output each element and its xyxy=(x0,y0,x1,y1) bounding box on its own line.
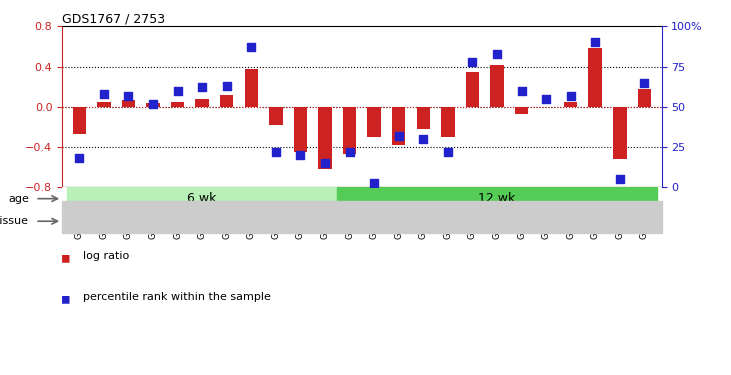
Bar xyxy=(392,107,406,145)
Point xyxy=(123,93,135,99)
Point xyxy=(491,51,503,57)
Point xyxy=(466,59,478,65)
Text: age: age xyxy=(8,194,29,204)
Bar xyxy=(337,188,656,210)
Bar xyxy=(417,107,430,129)
Point xyxy=(368,180,380,186)
Bar xyxy=(515,107,529,114)
Bar xyxy=(239,210,337,232)
Point xyxy=(393,133,404,139)
Bar xyxy=(588,48,602,107)
Point xyxy=(172,88,183,94)
Bar xyxy=(294,107,307,152)
Point xyxy=(197,84,208,90)
Point xyxy=(246,44,257,50)
Text: adipose: adipose xyxy=(365,216,408,226)
Bar xyxy=(165,210,239,232)
Bar xyxy=(269,107,283,125)
Bar xyxy=(171,102,184,107)
Bar xyxy=(613,107,626,159)
Point xyxy=(589,39,601,45)
Point xyxy=(417,136,429,142)
Bar xyxy=(97,102,110,107)
Text: muscle: muscle xyxy=(182,216,222,226)
Point xyxy=(98,91,110,97)
Bar xyxy=(343,107,356,154)
Text: tissue: tissue xyxy=(0,216,29,226)
Point xyxy=(638,80,650,86)
Point xyxy=(270,149,281,155)
Point xyxy=(515,88,527,94)
Bar xyxy=(195,99,209,107)
Point xyxy=(221,83,232,89)
Bar xyxy=(337,210,436,232)
Point xyxy=(74,155,86,161)
Bar xyxy=(368,107,381,137)
Text: percentile rank within the sample: percentile rank within the sample xyxy=(83,292,270,303)
Bar xyxy=(436,210,534,232)
Bar xyxy=(441,107,455,137)
Point xyxy=(614,176,626,182)
Text: ■: ■ xyxy=(62,251,69,264)
Point xyxy=(344,149,355,155)
Text: GDS1767 / 2753: GDS1767 / 2753 xyxy=(62,12,165,25)
Text: log ratio: log ratio xyxy=(83,251,129,261)
Bar xyxy=(491,64,504,107)
Text: ■: ■ xyxy=(62,292,69,306)
Text: 6 wk: 6 wk xyxy=(187,192,217,205)
Bar xyxy=(318,107,332,169)
Bar xyxy=(245,69,258,107)
Text: liver: liver xyxy=(583,216,607,226)
Point xyxy=(295,152,306,158)
Bar xyxy=(146,103,160,107)
Text: muscle: muscle xyxy=(465,216,504,226)
Bar xyxy=(72,107,86,134)
Bar xyxy=(564,102,577,107)
Point xyxy=(540,96,552,102)
Bar xyxy=(121,100,135,107)
Bar xyxy=(637,89,651,107)
Text: liver: liver xyxy=(276,216,300,226)
Point xyxy=(147,100,159,106)
Bar xyxy=(67,210,165,232)
Point xyxy=(319,160,331,166)
Text: adipose: adipose xyxy=(94,216,138,226)
Bar xyxy=(466,72,479,107)
Point xyxy=(565,93,577,99)
Bar xyxy=(220,95,233,107)
Point xyxy=(442,149,454,155)
Bar xyxy=(534,210,656,232)
Bar xyxy=(67,188,337,210)
Text: 12 wk: 12 wk xyxy=(478,192,515,205)
